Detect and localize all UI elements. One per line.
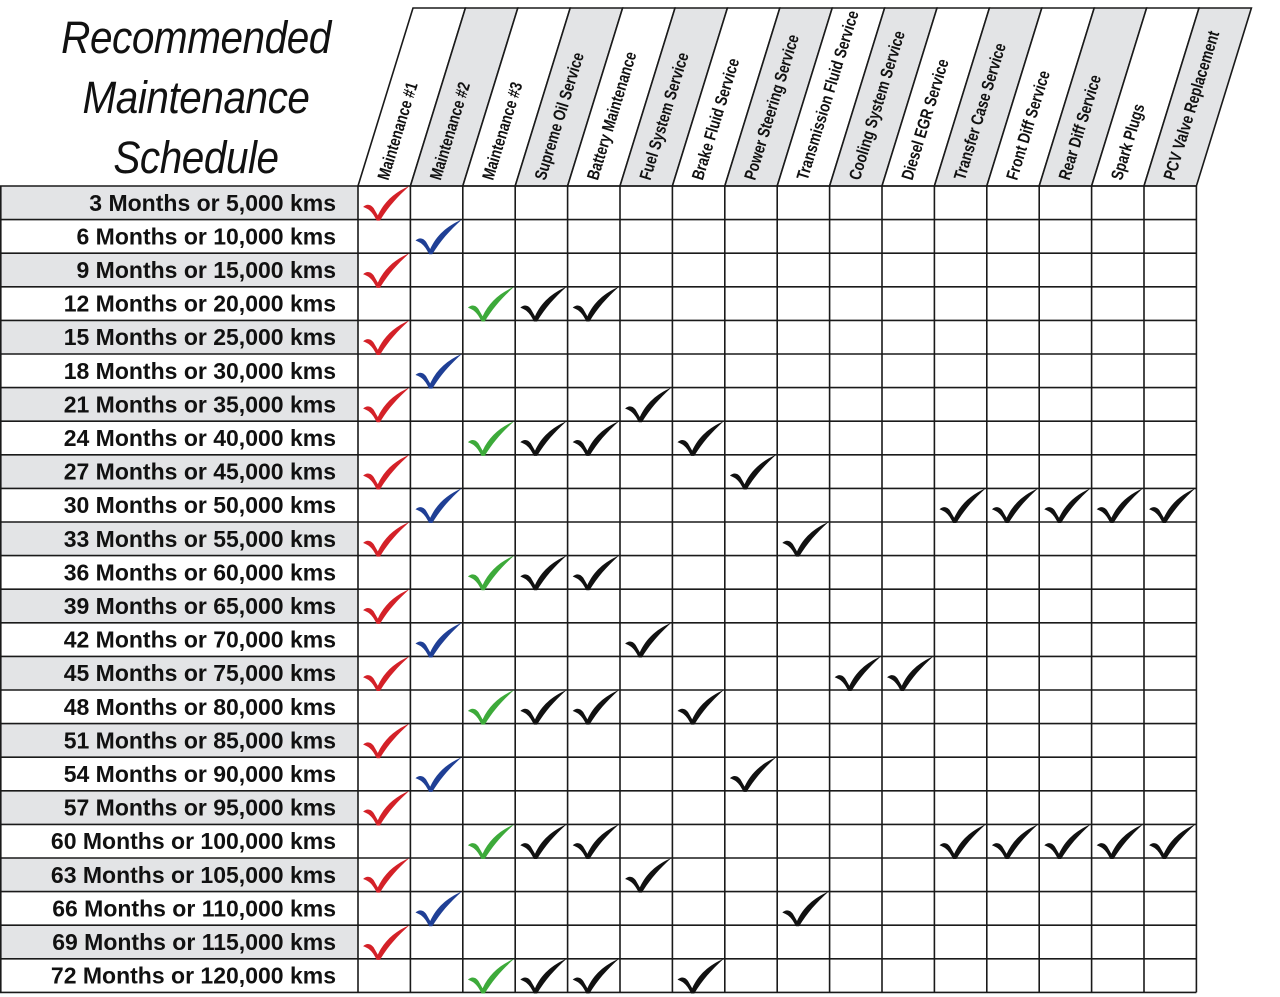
check-mark-icon — [782, 891, 829, 927]
check-mark-icon — [363, 925, 410, 960]
row-label: 30 Months or 50,000 kms — [64, 492, 336, 518]
check-mark-icon — [363, 858, 410, 893]
row-label: 69 Months or 115,000 kms — [52, 929, 336, 955]
check-mark-icon — [991, 824, 1039, 860]
row-label-shade — [0, 858, 358, 892]
check-mark-icon — [1149, 824, 1196, 860]
row-label: 72 Months or 120,000 kms — [51, 963, 336, 989]
row-label-shade — [0, 925, 358, 959]
check-mark-icon — [467, 958, 515, 994]
row-label: 39 Months or 65,000 kms — [64, 593, 336, 619]
check-mark-icon — [363, 253, 410, 288]
row-label: 18 Months or 30,000 kms — [64, 358, 336, 384]
row-label-shade — [0, 589, 358, 623]
row-label-shade — [0, 723, 358, 758]
check-mark-icon — [467, 286, 515, 322]
check-mark-icon — [520, 690, 567, 725]
check-mark-icon — [572, 690, 619, 725]
check-mark-icon — [363, 656, 410, 692]
row-label: 15 Months or 25,000 kms — [64, 324, 336, 350]
row-label: 63 Months or 105,000 kms — [51, 862, 336, 888]
check-mark-icon — [572, 286, 619, 322]
title-line: Schedule — [113, 132, 279, 183]
check-mark-icon — [467, 555, 515, 591]
row-label: 45 Months or 75,000 kms — [64, 660, 336, 686]
check-mark-icon — [363, 723, 410, 759]
row-label: 51 Months or 85,000 kms — [64, 727, 336, 753]
row-label: 6 Months or 10,000 kms — [77, 223, 337, 249]
schedule-title: Recommended Maintenance Schedule — [20, 8, 373, 188]
check-mark-icon — [1149, 488, 1196, 524]
check-mark-icon — [677, 958, 724, 994]
check-mark-icon — [520, 555, 567, 591]
check-mark-icon — [467, 421, 515, 456]
check-mark-icon — [834, 656, 881, 692]
row-label: 21 Months or 35,000 kms — [64, 391, 336, 417]
check-mark-icon — [572, 421, 619, 456]
check-mark-icon — [1044, 824, 1091, 860]
check-mark-icon — [520, 421, 567, 456]
check-mark-icon — [363, 320, 410, 356]
row-label-shade — [0, 522, 358, 556]
row-label: 9 Months or 15,000 kms — [77, 257, 337, 283]
row-label-shade — [0, 790, 358, 825]
check-mark-icon — [520, 824, 567, 860]
row-label-shade — [0, 454, 358, 489]
title-line: Maintenance — [82, 72, 310, 123]
check-mark-icon — [729, 454, 777, 490]
title-line: Recommended — [61, 12, 331, 63]
check-mark-icon — [363, 522, 410, 557]
check-mark-icon — [415, 622, 462, 658]
row-label: 66 Months or 110,000 kms — [52, 895, 336, 921]
check-mark-icon — [677, 690, 724, 725]
check-mark-icon — [677, 421, 724, 456]
check-mark-icon — [625, 858, 672, 893]
check-mark-icon — [467, 824, 515, 860]
check-mark-icon — [572, 958, 619, 994]
row-label-shade — [0, 656, 358, 690]
check-mark-icon — [1044, 488, 1091, 524]
row-label: 54 Months or 90,000 kms — [64, 761, 336, 787]
row-label: 27 Months or 45,000 kms — [64, 459, 336, 485]
check-mark-icon — [572, 824, 619, 860]
row-label-shade — [0, 186, 358, 220]
check-mark-icon — [1096, 824, 1143, 860]
row-label: 12 Months or 20,000 kms — [64, 291, 336, 317]
check-mark-icon — [415, 757, 462, 792]
check-mark-icon — [520, 958, 567, 994]
row-label: 24 Months or 40,000 kms — [64, 425, 336, 451]
check-mark-icon — [467, 690, 515, 725]
check-mark-icon — [939, 824, 986, 860]
check-mark-icon — [991, 488, 1039, 524]
check-mark-icon — [415, 219, 462, 255]
check-mark-icon — [520, 286, 567, 322]
check-mark-icon — [939, 488, 986, 524]
row-label-shade — [0, 387, 358, 422]
row-label: 3 Months or 5,000 kms — [89, 190, 336, 216]
check-mark-icon — [887, 656, 934, 692]
check-mark-icon — [415, 354, 462, 389]
check-mark-icon — [1096, 488, 1143, 524]
check-mark-icon — [363, 454, 410, 490]
row-label: 60 Months or 100,000 kms — [51, 828, 336, 854]
check-mark-icon — [363, 186, 410, 221]
row-label: 33 Months or 55,000 kms — [64, 526, 336, 552]
row-label: 48 Months or 80,000 kms — [64, 694, 336, 720]
row-label-shade — [0, 253, 358, 287]
check-mark-icon — [572, 555, 619, 591]
check-mark-icon — [363, 790, 410, 826]
check-mark-icon — [625, 622, 672, 658]
row-label: 57 Months or 95,000 kms — [64, 795, 336, 821]
check-mark-icon — [729, 757, 777, 792]
check-mark-icon — [782, 522, 829, 557]
check-mark-icon — [415, 891, 462, 927]
check-mark-icon — [363, 387, 410, 423]
row-label-shade — [0, 320, 358, 354]
check-mark-icon — [363, 589, 410, 624]
row-label: 42 Months or 70,000 kms — [64, 627, 336, 653]
row-label: 36 Months or 60,000 kms — [64, 559, 336, 585]
check-mark-icon — [415, 488, 462, 524]
check-mark-icon — [625, 387, 672, 423]
